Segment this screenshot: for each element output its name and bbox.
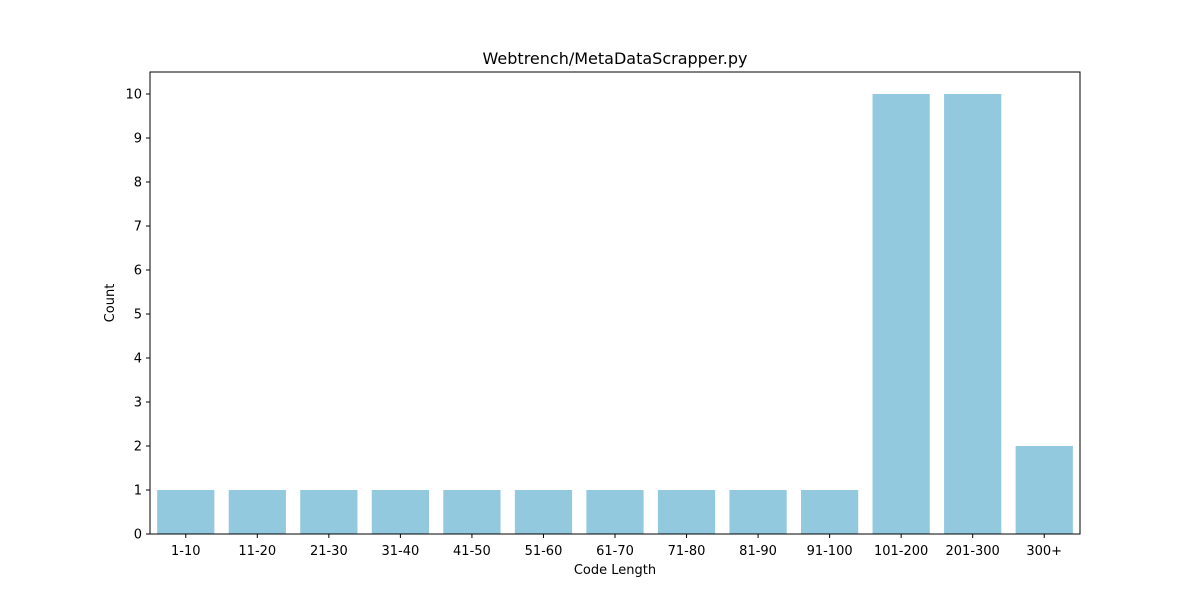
x-tick-label: 11-20 [238,544,276,559]
x-tick-label: 41-50 [453,544,491,559]
y-tick-label: 2 [134,440,142,455]
x-axis-label: Code Length [574,563,656,578]
x-tick-label: 31-40 [381,544,419,559]
x-tick-label: 61-70 [596,544,634,559]
x-tick-label: 21-30 [310,544,348,559]
x-tick-label: 51-60 [525,544,563,559]
bar-91-100 [801,490,859,534]
x-tick-label: 101-200 [874,544,928,559]
x-tick-label: 300+ [1026,544,1062,559]
bar-201-300 [944,94,1002,534]
bar-300+ [1015,446,1073,534]
y-axis: 0 1 2 3 4 5 6 7 8 9 10 [125,88,150,543]
y-tick-label: 1 [134,484,142,499]
bar-31-40 [371,490,429,534]
x-tick-label: 71-80 [668,544,706,559]
bar-61-70 [586,490,644,534]
y-tick-label: 5 [134,308,142,323]
bar-51-60 [514,490,573,534]
y-tick-label: 3 [134,396,142,411]
plot-frame [149,71,1081,535]
chart-title: Webtrench/MetaDataScrapper.py [483,49,748,68]
y-axis-label: Count [103,284,118,323]
y-tick-label: 6 [134,264,142,279]
x-tick-label: 81-90 [739,544,777,559]
bar-71-80 [657,490,716,534]
y-tick-label: 4 [134,352,142,367]
x-tick-label: 91-100 [807,544,853,559]
y-tick-label: 0 [134,528,142,543]
bar-101-200 [872,94,930,534]
bar-41-50 [443,490,501,534]
bar-11-20 [228,490,286,534]
y-tick-label: 10 [125,88,142,103]
bar-21-30 [300,490,358,534]
y-tick-label: 9 [134,132,142,147]
bar-81-90 [729,490,787,534]
x-tick-label: 1-10 [171,544,201,559]
x-tick-label: 201-300 [946,544,1000,559]
y-tick-label: 7 [134,220,142,235]
bars-group [157,94,1073,534]
y-tick-label: 8 [134,176,142,191]
x-axis: 1-10 11-20 21-30 31-40 41-50 51-60 61-70 71-80 8… [171,534,1062,559]
bar-1-10 [157,490,215,534]
